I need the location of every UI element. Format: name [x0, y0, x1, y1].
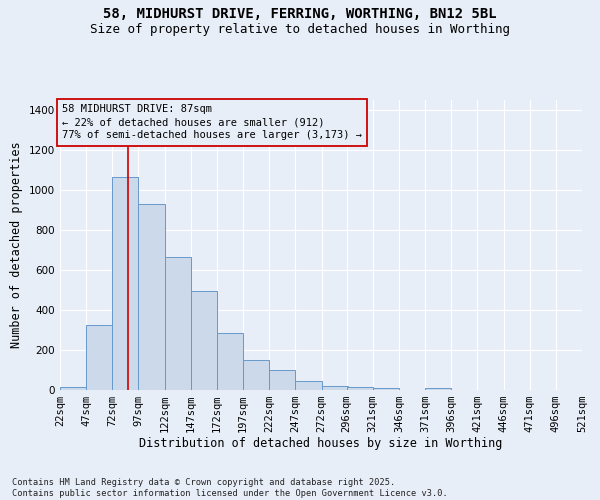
Bar: [191, 291, 217, 390]
Bar: [60, 387, 86, 390]
Bar: [425, 388, 451, 390]
Bar: [243, 360, 269, 390]
Bar: [164, 257, 191, 390]
Bar: [322, 386, 347, 390]
Bar: [295, 381, 322, 390]
Bar: [347, 387, 373, 390]
Text: 58 MIDHURST DRIVE: 87sqm
← 22% of detached houses are smaller (912)
77% of semi-: 58 MIDHURST DRIVE: 87sqm ← 22% of detach…: [62, 104, 362, 141]
Bar: [139, 204, 164, 390]
Bar: [373, 388, 399, 390]
Text: Distribution of detached houses by size in Worthing: Distribution of detached houses by size …: [139, 438, 503, 450]
Y-axis label: Number of detached properties: Number of detached properties: [10, 142, 23, 348]
Bar: [86, 325, 112, 390]
Bar: [217, 333, 243, 390]
Text: 58, MIDHURST DRIVE, FERRING, WORTHING, BN12 5BL: 58, MIDHURST DRIVE, FERRING, WORTHING, B…: [103, 8, 497, 22]
Bar: [269, 370, 295, 390]
Bar: [112, 177, 139, 390]
Text: Size of property relative to detached houses in Worthing: Size of property relative to detached ho…: [90, 22, 510, 36]
Text: Contains HM Land Registry data © Crown copyright and database right 2025.
Contai: Contains HM Land Registry data © Crown c…: [12, 478, 448, 498]
